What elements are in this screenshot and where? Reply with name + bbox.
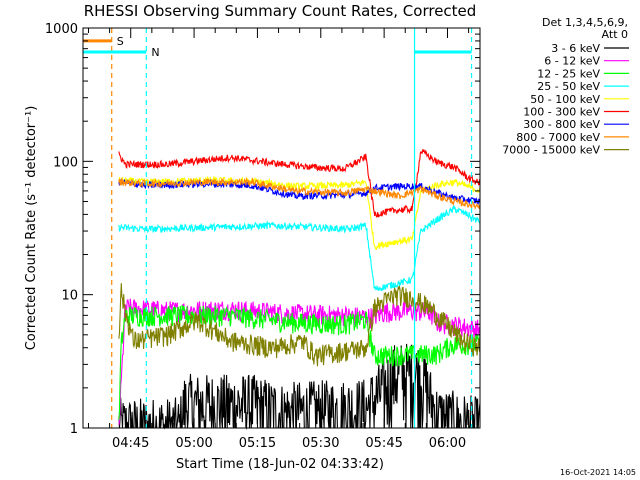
chart-title: RHESSI Observing Summary Count Rates, Co… [84,2,477,20]
x-tick-label-0600: 06:00 [429,436,466,451]
series-line-12-25kev [118,304,481,420]
y-tick-label-1: 1 [70,422,78,437]
legend-label-12-25kev: 12 - 25 keV [537,67,600,80]
legend-label-6-12kev: 6 - 12 keV [544,55,600,68]
series-line-100-300kev [118,149,481,218]
axes-layer: 1 10 100 1000 04:45 05:00 05:15 05:30 05:45 06:00 [45,22,480,451]
legend-label-50-100kev: 50 - 100 keV [530,93,600,106]
x-tick-label-0515: 05:15 [239,436,276,451]
x-tick-label-0545: 05:45 [365,436,402,451]
x-tick-label-0530: 05:30 [302,436,339,451]
legend-header-attenuator: Att 0 [602,28,628,41]
y-tick-label-100: 100 [53,155,78,170]
series-layer [118,149,481,430]
legend-label-3-6kev: 3 - 6 keV [551,42,600,55]
series-line-3-6kev [118,343,481,430]
legend-label-25-50kev: 25 - 50 keV [537,80,600,93]
flag-label-n: N [151,46,159,59]
x-tick-label-0445: 04:45 [112,436,149,451]
flag-label-s: S [117,35,124,48]
legend-label-800-7000kev: 800 - 7000 keV [516,131,600,144]
series-line-7000-15000kev [118,283,481,367]
legend-label-300-800kev: 300 - 800 keV [523,118,600,131]
legend-header-detectors: Det 1,3,4,5,6,9, [542,16,628,29]
series-line-25-50kev [118,204,481,292]
y-tick-label-1000: 1000 [45,22,78,37]
legend-label-7000-15000kev: 7000 - 15000 keV [502,144,600,157]
y-tick-label-10: 10 [61,289,78,304]
y-axis-label: Corrected Count Rate (s⁻¹ detector⁻¹) [24,106,39,351]
x-tick-label-0500: 05:00 [175,436,212,451]
x-axis-label: Start Time (18-Jun-02 04:33:42) [176,457,384,472]
markers-layer: SN [83,28,473,428]
legend-label-100-300kev: 100 - 300 keV [523,106,600,119]
series-line-50-100kev [118,175,481,251]
series-line-800-7000kev [118,177,481,210]
plot-frame [82,27,481,429]
footer-timestamp: 16-Oct-2021 14:05 [560,468,636,477]
